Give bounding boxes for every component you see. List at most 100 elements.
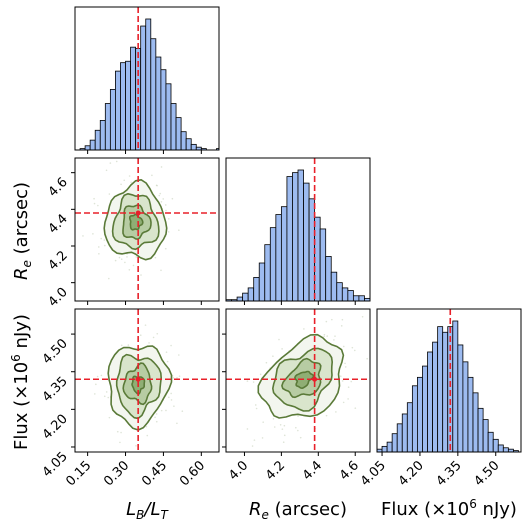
sample-point — [93, 393, 96, 395]
sample-point — [342, 401, 345, 404]
sample-point — [151, 174, 153, 177]
histogram-bar — [275, 214, 282, 301]
panel-frame — [74, 308, 220, 453]
histogram-bar — [89, 139, 96, 150]
sample-point — [281, 348, 283, 350]
sample-point — [251, 445, 254, 447]
sample-point — [119, 441, 121, 444]
panel-frame — [74, 157, 220, 302]
histogram-bar — [325, 256, 332, 301]
sample-point — [254, 404, 257, 406]
sample-point — [93, 197, 95, 200]
sample-point — [166, 360, 169, 363]
histogram-bar — [336, 282, 343, 301]
histogram-bar — [462, 361, 469, 452]
histogram-bar — [303, 182, 310, 301]
sample-point — [323, 335, 325, 338]
sample-point — [353, 349, 356, 352]
sample-point — [148, 342, 150, 344]
sample-point — [103, 244, 106, 247]
tick-label: 4.0 — [46, 285, 71, 310]
sample-point — [127, 344, 130, 346]
sample-point — [340, 325, 343, 327]
sample-point — [255, 407, 258, 410]
sample-point — [162, 198, 165, 200]
sample-point — [108, 416, 111, 419]
histogram-bar — [247, 287, 255, 301]
tick-label: 4.0 — [226, 458, 251, 483]
histogram-bar — [185, 138, 192, 150]
tick-label: 4.20 — [396, 458, 427, 489]
sample-point — [350, 380, 353, 383]
sample-point — [152, 336, 155, 339]
histogram-bar — [104, 103, 111, 150]
sample-point — [181, 410, 184, 412]
sample-point — [97, 204, 99, 207]
histogram-bar — [99, 120, 106, 150]
histogram-bar — [155, 56, 162, 150]
sample-point — [331, 318, 333, 321]
histogram-bar — [406, 402, 413, 452]
histogram-bar — [457, 344, 464, 452]
tick-label: 0.15 — [63, 458, 94, 489]
sample-point — [128, 175, 131, 177]
sample-point — [132, 264, 135, 267]
histogram-bar — [140, 25, 147, 150]
tick-label: 4.50 — [40, 336, 71, 367]
panel-frame — [225, 308, 371, 453]
sample-point — [164, 247, 167, 250]
tick-label: 4.4 — [46, 212, 71, 237]
histogram-bar — [314, 216, 321, 301]
sample-point — [120, 258, 123, 261]
sample-point — [98, 252, 100, 255]
sample-point — [178, 354, 180, 356]
tick-label: 0.30 — [101, 458, 132, 489]
sample-point — [295, 426, 297, 429]
histogram-panel-1 — [226, 158, 370, 301]
sample-point — [120, 431, 122, 434]
sample-point — [159, 192, 162, 195]
histogram-bar — [264, 244, 271, 301]
histogram-bar — [422, 365, 428, 452]
sample-point — [339, 375, 342, 378]
histogram-bar — [396, 423, 403, 452]
histogram-bar — [341, 287, 349, 301]
sample-point — [82, 235, 84, 237]
histogram-bar — [467, 376, 474, 452]
sample-point — [253, 439, 256, 441]
sample-point — [96, 375, 99, 378]
contour-level-3 — [294, 370, 315, 390]
sample-point — [334, 335, 336, 337]
sample-point — [344, 362, 346, 365]
sample-point — [105, 169, 108, 172]
sample-point — [118, 256, 121, 259]
sample-point — [92, 233, 94, 235]
tick-label: 4.35 — [434, 458, 465, 489]
sample-point — [139, 334, 142, 336]
sample-point — [282, 441, 285, 444]
sample-point — [140, 274, 142, 276]
histogram-bar — [472, 392, 479, 452]
histogram-bar — [358, 295, 365, 301]
sample-point — [297, 415, 299, 417]
sample-point — [116, 430, 119, 433]
histogram-bar — [482, 419, 489, 452]
tick-label: 4.4 — [300, 458, 325, 483]
contour-panel-0-2 — [75, 309, 219, 452]
histogram-bar — [417, 376, 423, 452]
sample-point — [95, 383, 97, 386]
sample-point — [361, 315, 364, 318]
panel-frame — [225, 157, 371, 302]
histogram-bar — [308, 198, 316, 301]
sample-point — [246, 428, 249, 430]
tick-label: 4.2 — [263, 458, 288, 483]
sample-point — [344, 366, 347, 368]
sample-point — [325, 414, 328, 417]
sample-point — [252, 381, 255, 383]
sample-point — [170, 344, 172, 347]
sample-point — [366, 357, 368, 360]
sample-point — [279, 423, 282, 426]
sample-point — [130, 181, 132, 184]
sample-point — [333, 339, 335, 341]
sample-point — [156, 184, 158, 187]
